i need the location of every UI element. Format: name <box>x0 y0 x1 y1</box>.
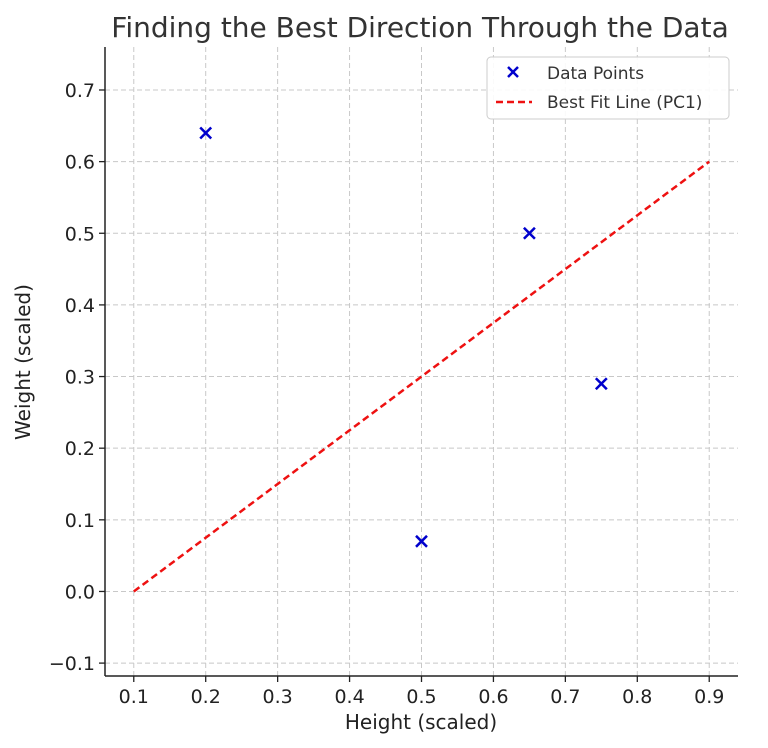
best-fit-line <box>133 160 710 593</box>
x-tick-label: 0.3 <box>263 686 293 708</box>
plot-area <box>133 126 710 593</box>
x-tick-label: 0.5 <box>406 686 436 708</box>
x-tick-label: 0.1 <box>119 686 149 708</box>
legend: Data Points Best Fit Line (PC1) <box>486 56 730 120</box>
y-tick-label: 0.3 <box>65 367 95 389</box>
y-tick-label: 0.4 <box>65 295 95 317</box>
data-point <box>523 226 536 240</box>
legend-marker-data-points <box>507 66 519 78</box>
y-tick-label: −0.1 <box>49 653 95 675</box>
y-tick-label: 0.0 <box>65 581 95 603</box>
y-tick-label: 0.6 <box>65 152 95 174</box>
y-axis-label: Weight (scaled) <box>11 284 35 440</box>
data-point <box>199 126 213 140</box>
x-tick-label: 0.4 <box>334 686 364 708</box>
x-tick-label: 0.7 <box>550 686 580 708</box>
x-tick-label: 0.8 <box>622 686 652 708</box>
x-ticks: 0.1 0.2 0.3 0.4 0.5 0.6 0.7 0.8 0.9 <box>119 676 724 708</box>
legend-label-best-fit-line: Best Fit Line (PC1) <box>547 93 702 113</box>
chart-title: Finding the Best Direction Through the D… <box>111 11 728 44</box>
y-ticks: −0.1 0.0 0.1 0.2 0.3 0.4 0.5 0.6 0.7 <box>49 80 105 675</box>
x-tick-label: 0.2 <box>191 686 221 708</box>
y-tick-label: 0.2 <box>65 438 95 460</box>
data-point <box>594 377 608 391</box>
x-tick-label: 0.9 <box>694 686 724 708</box>
grid <box>105 47 738 676</box>
y-tick-label: 0.7 <box>65 80 95 102</box>
data-point <box>415 534 428 548</box>
x-axis-label: Height (scaled) <box>345 710 497 734</box>
legend-label-data-points: Data Points <box>547 64 644 84</box>
x-tick-label: 0.6 <box>478 686 508 708</box>
y-tick-label: 0.5 <box>65 223 95 245</box>
legend-box <box>486 56 730 120</box>
y-tick-label: 0.1 <box>65 510 95 532</box>
